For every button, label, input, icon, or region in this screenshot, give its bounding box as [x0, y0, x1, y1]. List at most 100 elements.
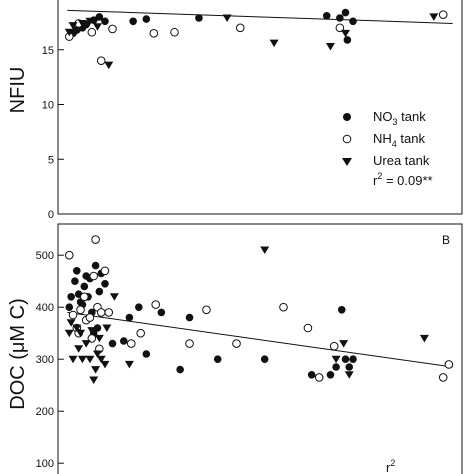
legend-nh4-label: NH4 tank [373, 131, 425, 149]
panel-a-r2-annotation: r2 = 0.09** [373, 171, 433, 188]
nh4-point [76, 305, 85, 315]
panel-a-regression-line [67, 9, 453, 24]
urea-point [96, 355, 106, 364]
no3-point [67, 293, 75, 301]
urea-point [222, 14, 232, 22]
panel-a: 0 5 10 15 NFIU NO3 tank NH4 tank Urea tank … [7, 0, 463, 221]
no3-point [185, 313, 194, 322]
urea-point [72, 324, 82, 332]
urea-point [77, 19, 87, 28]
urea-point [76, 329, 86, 338]
urea-point [100, 360, 110, 369]
urea-point [85, 17, 95, 26]
urea-point [77, 355, 87, 364]
legend-no3-label: NO3 tank [373, 109, 426, 127]
y-tick-label: 0 [48, 209, 54, 221]
y-tick-label: 200 [36, 406, 54, 418]
no3-point [157, 308, 166, 317]
nh4-point [149, 29, 159, 38]
no3-point [341, 355, 350, 364]
y-tick-label: 5 [48, 154, 54, 166]
urea-point [92, 350, 102, 358]
panel-a-points [64, 8, 448, 70]
y-tick-label: 100 [36, 458, 54, 470]
panel-b-r2-annotation: r2 [386, 458, 395, 474]
urea-point [419, 334, 429, 343]
nh4-point [87, 27, 97, 37]
urea-point [102, 324, 112, 332]
no3-point [119, 337, 128, 345]
nh4-point [89, 271, 99, 281]
panel-b: B 100 200 300 400 500 DOC (μM C) r2 [7, 223, 463, 474]
nh4-point [108, 24, 117, 34]
urea-point [89, 376, 99, 384]
urea-point [344, 371, 354, 379]
no3-point [101, 17, 109, 26]
no3-point [322, 12, 331, 20]
no3-point [307, 371, 316, 379]
nh4-point [303, 323, 313, 333]
no3-point [332, 363, 340, 371]
urea-point [124, 360, 134, 369]
urea-point [68, 22, 78, 30]
urea-point [260, 246, 270, 254]
no3-point [213, 355, 222, 364]
nh4-point [438, 373, 448, 382]
urea-point [66, 319, 76, 327]
nh4-point [91, 235, 100, 244]
urea-point [104, 61, 114, 70]
nh4-point [444, 360, 454, 369]
no3-point [349, 17, 357, 26]
panel-b-points [64, 235, 454, 384]
urea-point [81, 340, 91, 348]
urea-point [325, 42, 335, 51]
no3-point [125, 313, 134, 322]
urea-point [94, 334, 104, 343]
no3-point [176, 365, 184, 374]
nh4-point [85, 313, 95, 322]
nh4-point [64, 250, 74, 260]
panel-a-y-axis-title: NFIU [7, 67, 29, 114]
urea-point [64, 28, 74, 37]
nh4-point [232, 339, 241, 348]
no3-point [80, 282, 89, 291]
nh4-point [170, 27, 179, 37]
no3-point [93, 324, 102, 332]
nh4-point [136, 328, 145, 338]
legend-urea-label: Urea tank [373, 153, 430, 168]
nh4-point [100, 266, 110, 276]
nh4-point [279, 302, 288, 312]
no3-point [101, 280, 109, 288]
nh4-point [151, 300, 161, 309]
no3-point [326, 371, 335, 379]
nh4-point [104, 308, 114, 317]
nh4-point [185, 339, 194, 348]
no3-point [142, 350, 151, 358]
urea-point [64, 329, 74, 338]
panel-a-y-ticks: 0 5 10 15 [42, 45, 64, 221]
no3-point [95, 13, 104, 21]
no3-point [72, 267, 81, 275]
no3-point [129, 17, 137, 26]
nh4-point [80, 292, 89, 302]
no3-point [95, 287, 104, 296]
nh4-point [235, 23, 245, 33]
y-tick-label: 300 [36, 354, 54, 366]
no3-point [343, 36, 352, 44]
no3-point [195, 14, 203, 22]
y-tick-label: 400 [36, 302, 54, 314]
y-tick-label: 500 [36, 250, 54, 262]
urea-point [429, 13, 439, 21]
urea-point [331, 355, 341, 364]
legend-nh4-marker [342, 134, 352, 144]
no3-point [91, 261, 100, 270]
no3-point [135, 303, 143, 312]
urea-point [85, 355, 95, 364]
panel-b-y-ticks: 100 200 300 400 500 [36, 250, 64, 470]
panel-b-label: B [442, 233, 450, 247]
urea-point [92, 23, 102, 31]
no3-point [336, 14, 344, 22]
nh4-point [126, 339, 136, 348]
nh4-point [202, 305, 211, 315]
nh4-point [314, 373, 324, 382]
